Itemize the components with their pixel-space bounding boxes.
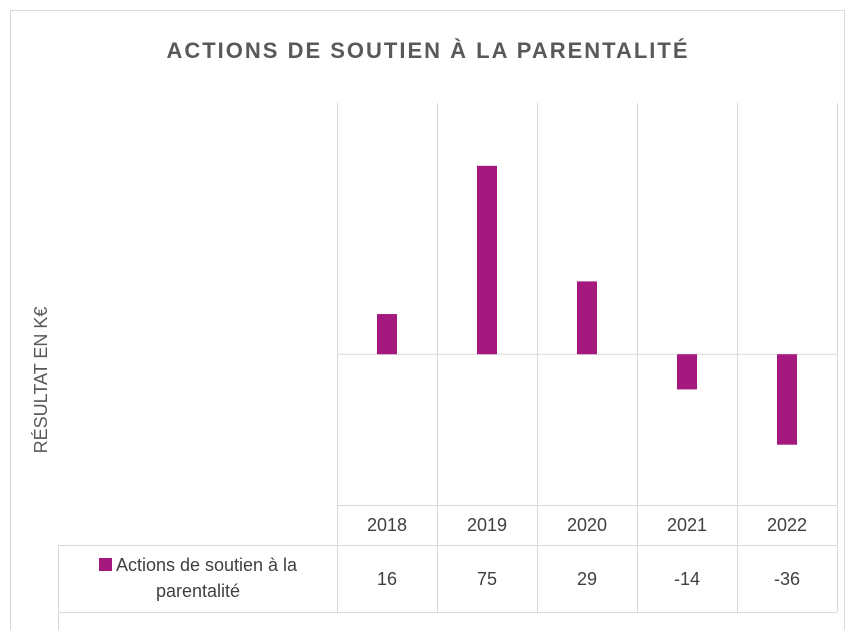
table-value: 16: [377, 569, 397, 589]
bar: [777, 354, 797, 445]
x-tick-label: 2020: [567, 515, 607, 535]
table-value: -14: [674, 569, 700, 589]
bar: [377, 314, 397, 355]
x-tick-label: 2018: [367, 515, 407, 535]
legend-swatch: [98, 558, 112, 571]
x-tick-label: 2019: [467, 515, 507, 535]
chart-title: ACTIONS DE SOUTIEN À LA PARENTALITÉ: [166, 38, 689, 63]
x-tick-label: 2021: [667, 515, 707, 535]
table-value: 29: [577, 569, 597, 589]
table-value: -36: [774, 569, 800, 589]
legend-entry: Actions de soutien à la parentalité: [62, 552, 334, 604]
bar: [677, 354, 697, 390]
bar: [577, 281, 597, 355]
legend-label: Actions de soutien à la parentalité: [115, 555, 298, 601]
table-value: 75: [477, 569, 497, 589]
chart-border: [10, 10, 845, 630]
x-tick-label: 2022: [767, 515, 807, 535]
bar: [477, 165, 497, 355]
y-axis-label: RÉSULTAT EN K€: [31, 307, 51, 454]
